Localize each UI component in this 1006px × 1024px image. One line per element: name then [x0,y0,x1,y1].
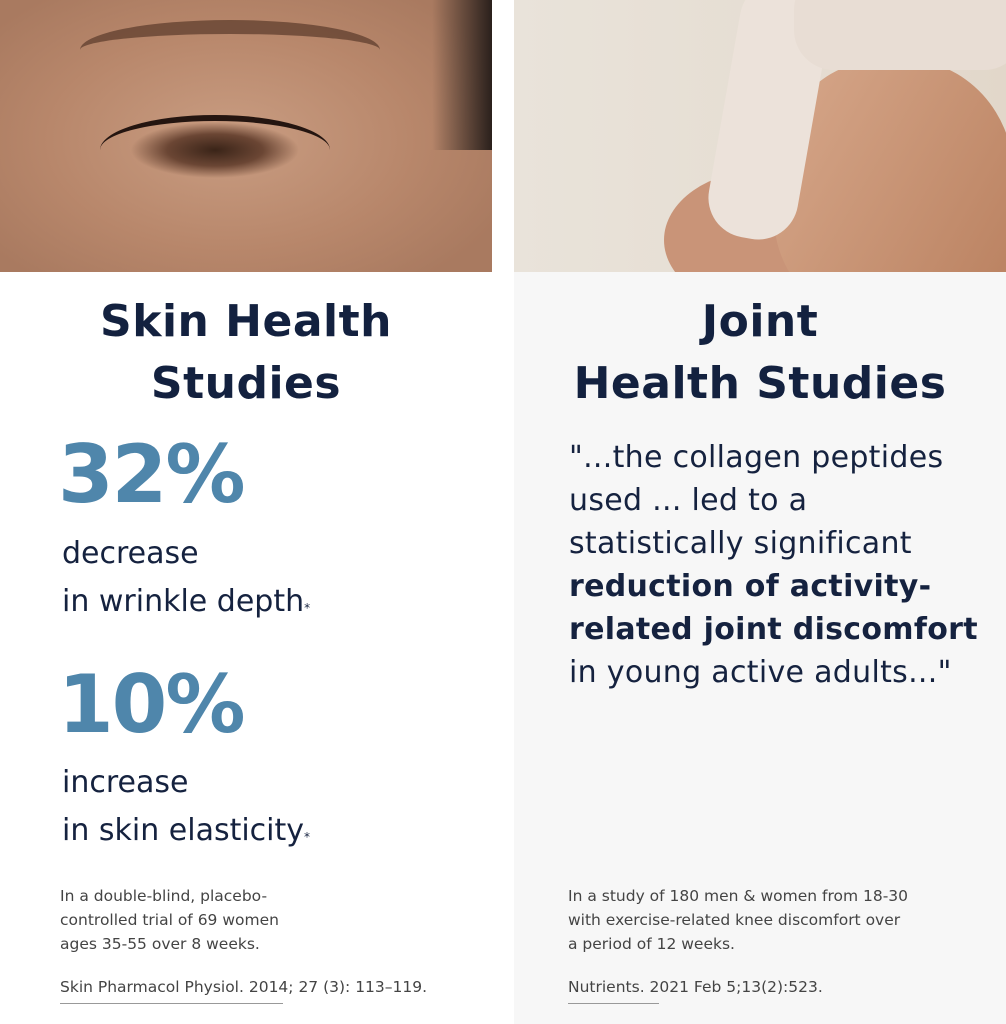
skin-title-line2: Studies [150,358,342,409]
knees-photo [514,0,1006,272]
skin-health-panel: Skin Health Studies 32% decrease in wrin… [0,0,492,1024]
skin-study-description: In a double-blind, placebo-controlled tr… [60,887,279,953]
elasticity-desc-line1: increase [62,765,189,800]
joint-study-description: In a study of 180 men & women from 18-30… [568,887,909,953]
wrinkle-stat: 32% [58,428,245,521]
elasticity-desc-line2: in skin elasticity* [62,813,311,848]
wrinkle-desc-line2: in wrinkle depth* [62,584,311,619]
joint-title-line2: Health Studies [573,358,947,409]
joint-health-panel: Joint Health Studies "...the collagen pe… [514,0,1006,1024]
wrinkle-desc-line1: decrease [62,536,199,571]
joint-study-quote: "...the collagen peptides used ... led t… [569,440,978,690]
eye-closeup-photo [0,0,492,272]
citation-underline [60,1003,283,1004]
joint-citation: Nutrients. 2021 Feb 5;13(2):523. [568,978,823,996]
citation-underline [568,1003,659,1004]
joint-title-line1: Joint [701,296,819,347]
skin-title-line1: Skin Health [100,296,392,347]
skin-citation: Skin Pharmacol Physiol. 2014; 27 (3): 11… [60,978,428,996]
elasticity-stat: 10% [58,658,245,751]
